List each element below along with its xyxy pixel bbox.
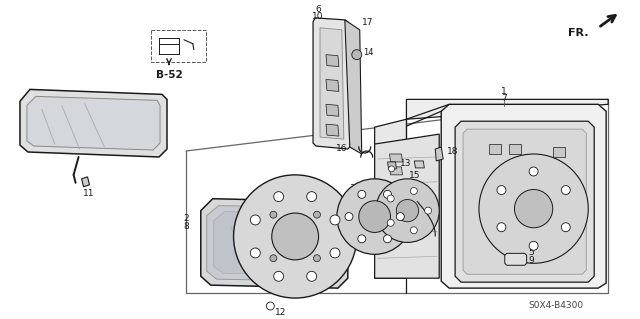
Text: 11: 11 [83,189,94,198]
Circle shape [388,166,394,172]
Text: 12: 12 [275,308,287,317]
Text: 3: 3 [349,184,355,193]
Polygon shape [326,79,339,92]
Circle shape [387,195,394,202]
Text: 1: 1 [501,87,507,96]
Circle shape [270,211,277,218]
Polygon shape [326,55,339,67]
Circle shape [345,212,353,220]
Circle shape [274,271,284,281]
Circle shape [383,190,392,198]
Circle shape [337,179,412,254]
Circle shape [250,215,260,225]
Circle shape [307,192,317,202]
Polygon shape [345,20,362,154]
Text: 5: 5 [529,249,534,257]
Polygon shape [390,167,403,175]
Circle shape [396,212,404,220]
Polygon shape [374,119,406,278]
Polygon shape [505,253,527,265]
Circle shape [314,255,321,262]
Text: 15: 15 [408,171,420,180]
Circle shape [250,248,260,258]
Polygon shape [374,134,439,278]
Circle shape [529,241,538,250]
Text: FR.: FR. [568,28,588,38]
Text: 10: 10 [312,12,324,21]
Polygon shape [320,28,344,139]
Circle shape [410,188,417,195]
Polygon shape [414,161,424,168]
Circle shape [314,211,321,218]
Text: 13: 13 [399,159,411,168]
Polygon shape [406,99,608,119]
Text: 7: 7 [501,94,507,103]
Polygon shape [489,144,501,154]
Circle shape [396,199,419,222]
Circle shape [387,219,394,226]
Polygon shape [20,89,167,157]
Circle shape [307,271,317,281]
Polygon shape [313,18,350,149]
Polygon shape [326,104,339,116]
Circle shape [234,175,356,298]
Circle shape [358,235,366,243]
Polygon shape [27,96,160,150]
Circle shape [359,201,390,233]
Polygon shape [207,206,342,281]
Polygon shape [554,147,565,157]
Polygon shape [388,162,397,169]
Polygon shape [326,124,339,136]
Circle shape [330,215,340,225]
Text: 18: 18 [447,147,459,156]
Circle shape [561,223,570,232]
Polygon shape [435,147,443,161]
Circle shape [352,50,362,60]
Text: 9: 9 [529,256,534,265]
Circle shape [529,167,538,176]
Polygon shape [455,121,594,282]
Text: 6: 6 [315,5,321,14]
Text: 16: 16 [336,144,348,153]
Polygon shape [463,129,586,274]
Circle shape [272,213,319,260]
Circle shape [479,154,588,263]
Polygon shape [214,211,335,275]
Circle shape [515,189,553,228]
Circle shape [266,302,275,310]
Text: 4: 4 [349,191,355,200]
Circle shape [376,179,439,242]
Polygon shape [509,144,521,154]
Text: S0X4-B4300: S0X4-B4300 [529,301,584,310]
Circle shape [424,207,431,214]
Polygon shape [441,104,606,288]
Circle shape [497,186,506,195]
Circle shape [497,223,506,232]
Text: B-52: B-52 [156,70,183,79]
Circle shape [270,255,277,262]
Circle shape [358,190,366,198]
Bar [151,30,205,62]
Circle shape [330,248,340,258]
Polygon shape [390,154,403,162]
Circle shape [410,227,417,234]
Polygon shape [201,199,348,288]
Text: 8: 8 [183,222,189,231]
Text: 14: 14 [363,48,373,57]
Polygon shape [81,177,90,187]
Circle shape [274,192,284,202]
Text: 17: 17 [362,18,373,27]
Circle shape [383,235,392,243]
Circle shape [561,186,570,195]
Text: 2: 2 [183,214,189,223]
